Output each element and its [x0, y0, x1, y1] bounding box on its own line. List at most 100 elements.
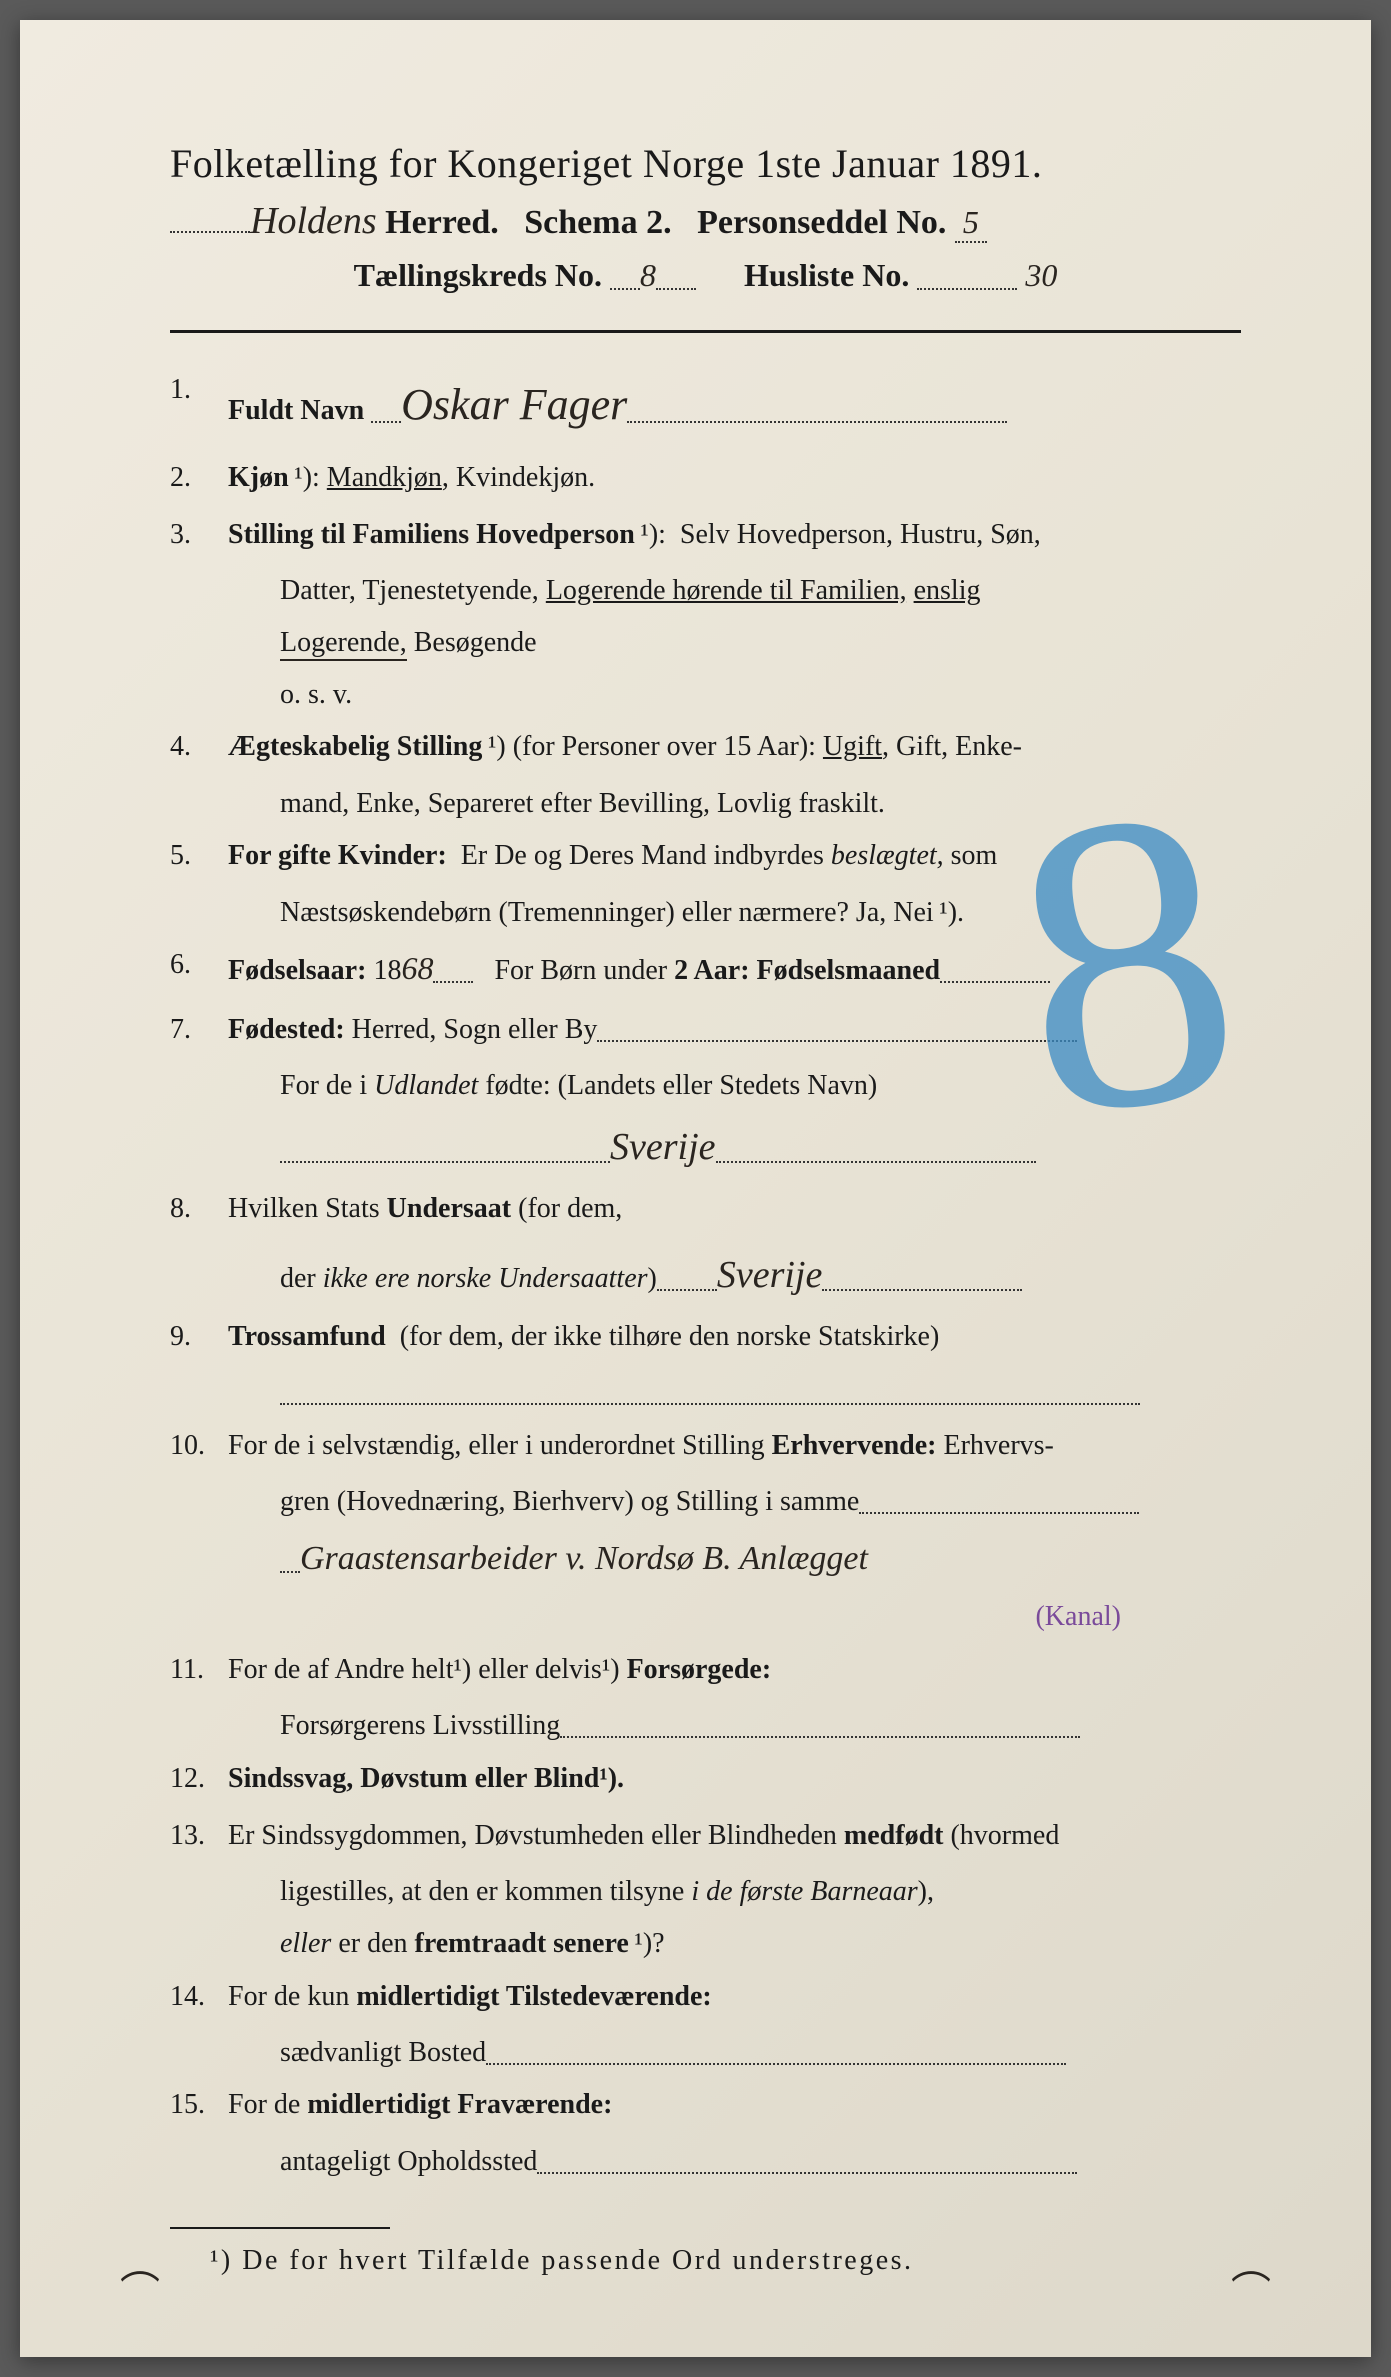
field-9: 9. Trossamfund (for dem, der ikke tilhør…	[170, 1310, 1241, 1363]
field-14: 14. For de kun midlertidigt Tilstedevære…	[170, 1970, 1241, 2023]
field-8-line2: der ikke ere norske Undersaatter)Sverije	[170, 1240, 1241, 1310]
f10-l1c: Erhvervs-	[943, 1430, 1053, 1461]
field-num-7: 7.	[170, 1003, 228, 1056]
f4-paren: (for Personer over 15 Aar):	[513, 731, 816, 762]
field-6: 6. Fødselsaar: 1868 For Børn under 2 Aar…	[170, 938, 1241, 999]
f8-l1: Hvilken Stats Undersaat (for dem,	[228, 1193, 622, 1224]
f3-l2c: enslig	[914, 575, 981, 606]
full-name-value: Oskar Fager	[401, 363, 627, 447]
kreds-value: 8	[640, 257, 656, 294]
field-num-9: 9.	[170, 1310, 228, 1363]
year-prefix: 18	[373, 955, 401, 986]
f3-l3a: Logerende,	[280, 627, 407, 661]
f10-l2: gren (Hovednæring, Bierhverv) og Stillin…	[280, 1486, 859, 1517]
header-line-3: Tællingskreds No. 8 Husliste No. 30	[170, 257, 1241, 294]
field-3-label: Stilling til Familiens Hovedperson	[228, 519, 635, 550]
f14-l2: sædvanligt Bosted	[280, 2037, 486, 2068]
corner-mark-bl: ⌒	[120, 2259, 160, 2317]
field-11: 11. For de af Andre helt¹) eller delvis¹…	[170, 1643, 1241, 1696]
field-10-line2: gren (Hovednæring, Bierhverv) og Stillin…	[170, 1476, 1241, 1528]
herred-value: Holdens	[250, 199, 377, 243]
field-5-line2: Næstsøskendebørn (Tremenninger) eller næ…	[170, 887, 1241, 939]
husliste-label: Husliste No.	[744, 257, 909, 293]
footnote-text: ¹) De for hvert Tilfælde passende Ord un…	[170, 2245, 1241, 2277]
footnote-divider	[170, 2227, 390, 2229]
f9-text: (for dem, der ikke tilhøre den norske St…	[400, 1321, 940, 1352]
f11-l1: For de af Andre helt¹) eller delvis¹) Fo…	[228, 1654, 771, 1685]
husliste-value: 30	[1025, 257, 1057, 294]
f14-l1: For de kun midlertidigt Tilstedeværende:	[228, 1981, 712, 2012]
f5-end: som	[951, 840, 998, 871]
field-13: 13. Er Sindssygdommen, Døvstumheden elle…	[170, 1809, 1241, 1862]
census-form-page: 8 Folketælling for Kongeriget Norge 1ste…	[20, 20, 1371, 2357]
f7-l1: Herred, Sogn eller By	[352, 1014, 598, 1045]
marital-selected: Ugift	[823, 731, 882, 762]
f4-rest: , Gift, Enke-	[882, 731, 1022, 762]
field-9-blank	[170, 1367, 1241, 1419]
field-num-15: 15.	[170, 2078, 228, 2131]
field-num-12: 12.	[170, 1752, 228, 1805]
field-4-label: Ægteskabelig Stilling	[228, 731, 482, 762]
header-line-2: Holdens Herred. Schema 2. Personseddel N…	[170, 199, 1241, 243]
f11-l2: Forsørgerens Livsstilling	[280, 1710, 560, 1741]
f13-l1: Er Sindssygdommen, Døvstumheden eller Bl…	[228, 1820, 1059, 1851]
f13-l3b: er den	[338, 1928, 407, 1959]
herred-label: Herred.	[385, 204, 499, 241]
field-3-line3: Logerende, Besøgende	[170, 617, 1241, 669]
field-3: 3. Stilling til Familiens Hovedperson ¹)…	[170, 508, 1241, 561]
field-7-value-line: Sverije	[170, 1112, 1241, 1182]
f3-l2a: Datter, Tjenestetyende,	[280, 575, 539, 606]
f5-em: beslægtet,	[831, 840, 944, 871]
field-13-line3: eller er den fremtraadt senere ¹)?	[170, 1918, 1241, 1970]
f13-l2a: ligestilles, at den er kommen tilsyne	[280, 1876, 684, 1907]
field-12: 12. Sindssvag, Døvstum eller Blind¹).	[170, 1752, 1241, 1805]
f8-l2a: der	[280, 1263, 316, 1294]
field-num-13: 13.	[170, 1809, 228, 1862]
field-3-opts-1: Selv Hovedperson, Hustru, Søn,	[680, 519, 1041, 550]
header-divider	[170, 330, 1241, 333]
field-9-label: Trossamfund	[228, 1321, 386, 1352]
field-3-line4: o. s. v.	[170, 669, 1241, 721]
f15-l2: antageligt Opholdssted	[280, 2146, 537, 2177]
f5-l1: Er De og Deres Mand indbyrdes	[461, 840, 824, 871]
field-num-4: 4.	[170, 720, 228, 773]
field-10-note: (Kanal)	[170, 1591, 1241, 1643]
corner-mark-br: ⌒	[1231, 2259, 1271, 2317]
field-11-line2: Forsørgerens Livsstilling	[170, 1700, 1241, 1752]
f12-text: Sindssvag, Døvstum eller Blind¹).	[228, 1763, 624, 1794]
field-num-3: 3.	[170, 508, 228, 561]
schema-label: Schema 2.	[524, 204, 671, 241]
field-4: 4. Ægteskabelig Stilling ¹) (for Persone…	[170, 720, 1241, 773]
field-num-8: 8.	[170, 1182, 228, 1235]
citizenship-value: Sverije	[717, 1240, 823, 1310]
f6-l2: For Børn under 2 Aar: Fødselsmaaned	[494, 955, 940, 986]
birthplace-value: Sverije	[610, 1112, 716, 1182]
personseddel-value: 5	[955, 204, 987, 243]
field-num-14: 14.	[170, 1970, 228, 2023]
f10-l1b: Erhvervende:	[772, 1430, 937, 1461]
field-num-2: 2.	[170, 451, 228, 504]
field-4-line2: mand, Enke, Separeret efter Bevilling, L…	[170, 778, 1241, 830]
f13-l2b: i de første Barneaar	[691, 1876, 917, 1907]
field-7-label: Fødested:	[228, 1014, 345, 1045]
field-13-line2: ligestilles, at den er kommen tilsyne i …	[170, 1866, 1241, 1918]
birth-year-value: 68	[401, 938, 433, 999]
field-3-line2: Datter, Tjenestetyende, Logerende hørend…	[170, 565, 1241, 617]
form-header: Folketælling for Kongeriget Norge 1ste J…	[170, 140, 1241, 294]
field-num-10: 10.	[170, 1419, 228, 1472]
purple-annotation: (Kanal)	[1035, 1601, 1121, 1632]
f7-l2b: Udlandet	[374, 1070, 478, 1101]
field-5: 5. For gifte Kvinder: Er De og Deres Man…	[170, 829, 1241, 882]
f7-l2c: fødte: (Landets eller Stedets Navn)	[485, 1070, 877, 1101]
field-1-label: Fuldt Navn	[228, 395, 364, 426]
occupation-value: Graastensarbeider v. Nordsø B. Anlægget	[300, 1528, 868, 1591]
form-title: Folketælling for Kongeriget Norge 1ste J…	[170, 140, 1241, 187]
f13-l3c: fremtraadt senere	[415, 1928, 629, 1959]
f15-l1: For de midlertidigt Fraværende:	[228, 2089, 612, 2120]
field-num-1: 1.	[170, 363, 228, 447]
field-num-11: 11.	[170, 1643, 228, 1696]
field-5-label: For gifte Kvinder:	[228, 840, 447, 871]
f3-l2b: Logerende hørende til Familien,	[546, 575, 907, 606]
field-num-6: 6.	[170, 938, 228, 999]
f8-l2b: ikke ere norske Undersaatter	[323, 1263, 648, 1294]
